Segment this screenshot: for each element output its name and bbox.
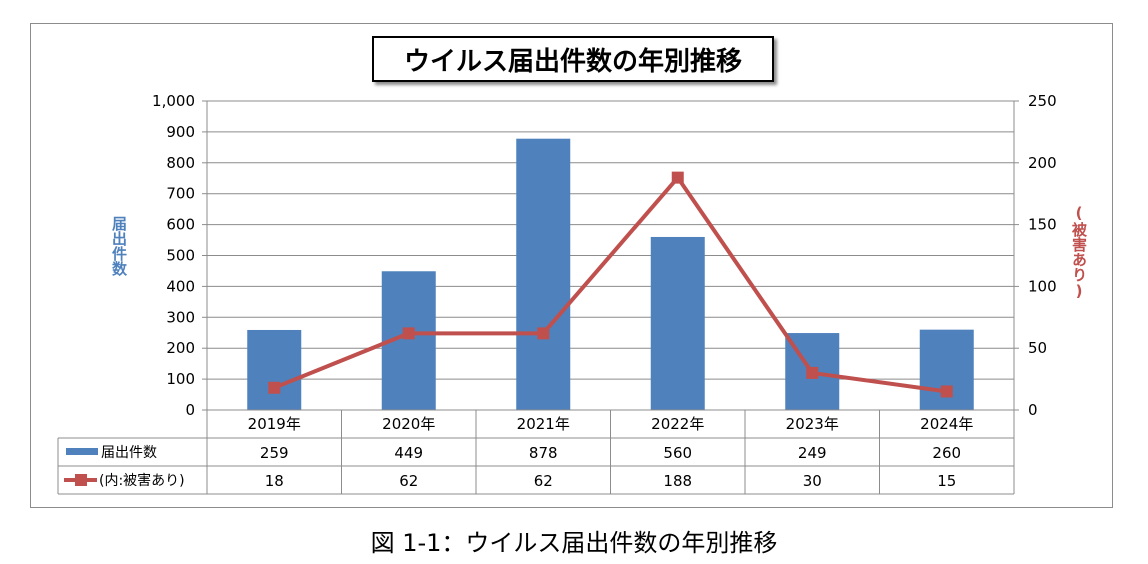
y-tick-label: 600	[166, 216, 195, 234]
legend-swatch-bar	[66, 448, 98, 455]
bar	[650, 236, 705, 410]
data-label: 15	[937, 472, 956, 490]
y-tick-label: 0	[185, 401, 195, 419]
y-tick-label: 200	[166, 339, 195, 357]
data-label: 30	[803, 472, 822, 490]
data-label: 260	[932, 444, 961, 462]
data-label: 62	[399, 472, 418, 490]
y-axis-label-left: 届出件数	[110, 216, 128, 276]
chart-frame	[30, 23, 1113, 508]
data-label: 449	[394, 444, 423, 462]
line-marker	[671, 171, 684, 184]
x-tick-label: 2024年	[920, 415, 973, 433]
series-line	[273, 175, 948, 394]
x-tick-label: 2019年	[248, 415, 301, 433]
y-tick-label: 1,000	[152, 92, 195, 110]
bar	[919, 329, 974, 410]
y2-tick-label: 200	[1028, 154, 1057, 172]
data-label: 249	[798, 444, 827, 462]
y-tick-label: 900	[166, 123, 195, 141]
data-label: 62	[534, 472, 553, 490]
y-tick-label: 100	[166, 370, 195, 388]
legend-label: 届出件数	[101, 445, 157, 461]
y-tick-label: 400	[166, 277, 195, 295]
y-tick-label: 300	[166, 308, 195, 326]
line-marker	[537, 327, 550, 340]
legend-label: (内:被害あり)	[99, 473, 185, 489]
y2-tick-label: 250	[1028, 92, 1057, 110]
y-axis-label-right: (被害あり)	[1070, 204, 1088, 300]
x-tick-label: 2022年	[651, 415, 704, 433]
line-marker	[806, 366, 819, 379]
y2-tick-label: 50	[1028, 339, 1047, 357]
data-label: 259	[260, 444, 289, 462]
x-tick-label: 2023年	[786, 415, 839, 433]
y-tick-label: 800	[166, 154, 195, 172]
figure-caption: 図 1-1：ウイルス届出件数の年別推移	[370, 529, 778, 557]
legend-swatch-marker	[75, 474, 87, 486]
data-label: 878	[529, 444, 558, 462]
line-marker	[940, 385, 953, 398]
bar	[516, 138, 571, 410]
line-marker	[402, 327, 415, 340]
x-tick-label: 2020年	[382, 415, 435, 433]
bar	[247, 329, 302, 410]
y-tick-label: 700	[166, 185, 195, 203]
y2-tick-label: 150	[1028, 216, 1057, 234]
line-marker	[268, 381, 281, 394]
x-tick-label: 2021年	[517, 415, 570, 433]
y2-tick-label: 100	[1028, 277, 1057, 295]
data-label: 18	[265, 472, 284, 490]
data-label: 560	[663, 444, 692, 462]
data-label: 188	[663, 472, 692, 490]
y-tick-label: 500	[166, 247, 195, 265]
y2-tick-label: 0	[1028, 401, 1038, 419]
chart-title: ウイルス届出件数の年別推移	[372, 36, 774, 82]
